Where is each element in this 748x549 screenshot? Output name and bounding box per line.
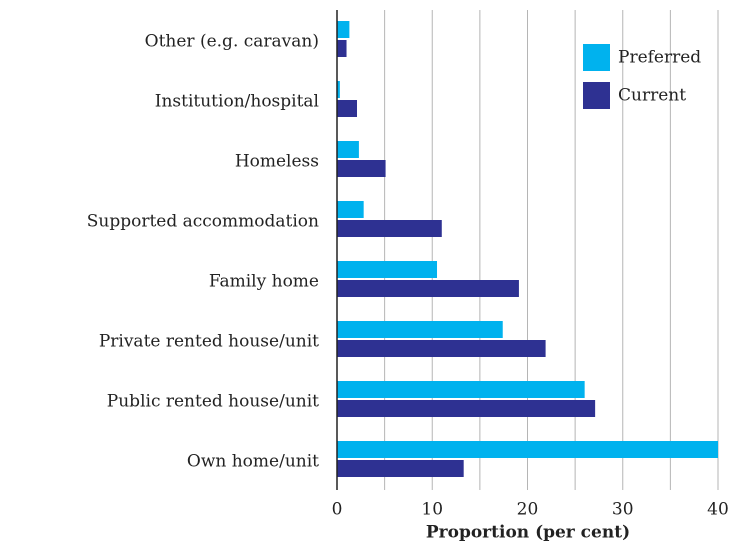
- y-tick-label: Homeless: [235, 152, 319, 172]
- bar: [337, 100, 358, 117]
- y-tick-label: Institution/hospital: [155, 92, 319, 112]
- x-tick-label: 30: [612, 500, 634, 520]
- bar: [337, 400, 596, 417]
- bar: [337, 340, 546, 357]
- y-tick-label: Other (e.g. caravan): [145, 32, 319, 52]
- y-tick-label: Supported accommodation: [87, 212, 319, 232]
- x-tick-label: 10: [421, 500, 443, 520]
- x-tick-label: 40: [707, 500, 729, 520]
- bar: [337, 381, 585, 398]
- bar: [337, 280, 519, 297]
- y-tick-label: Family home: [209, 272, 319, 292]
- y-tick-label: Private rented house/unit: [99, 332, 319, 352]
- bar: [337, 40, 347, 57]
- bar: [337, 460, 464, 477]
- legend-label: Current: [618, 86, 686, 106]
- bar: [337, 141, 359, 158]
- legend-label: Preferred: [618, 48, 701, 68]
- bar: [337, 81, 340, 98]
- bar: [337, 160, 386, 177]
- x-tick-label: 20: [517, 500, 539, 520]
- bar: [337, 261, 438, 278]
- y-tick-label: Own home/unit: [187, 452, 319, 472]
- x-tick-label: 0: [332, 500, 343, 520]
- y-tick-label: Public rented house/unit: [107, 392, 319, 412]
- legend-swatch: [583, 82, 610, 109]
- bar: [337, 220, 442, 237]
- bar: [337, 21, 350, 38]
- x-axis-title: Proportion (per cent): [426, 523, 630, 543]
- bar: [337, 441, 718, 458]
- legend-swatch: [583, 44, 610, 71]
- bar: [337, 321, 503, 338]
- bar: [337, 201, 364, 218]
